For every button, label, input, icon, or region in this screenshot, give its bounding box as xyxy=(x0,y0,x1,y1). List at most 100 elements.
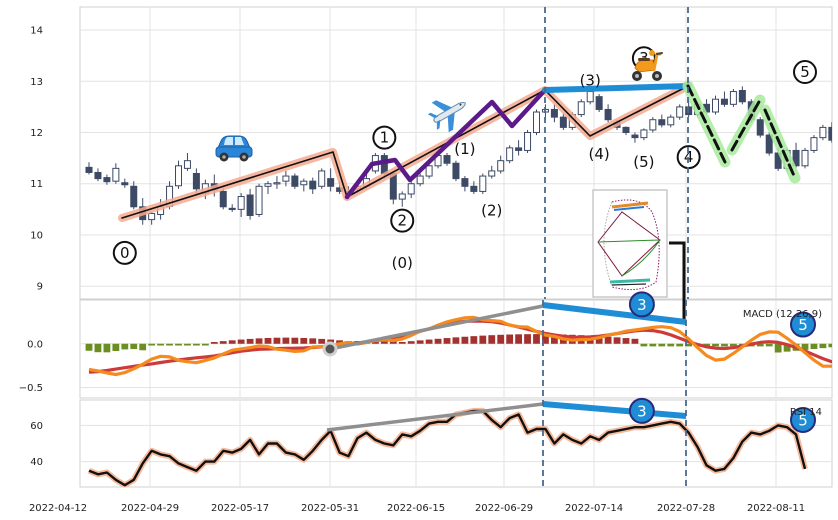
candlestick xyxy=(103,174,111,185)
inset-connector-line xyxy=(669,241,686,322)
indicator-wave-marker-text: 3 xyxy=(637,402,647,420)
x-tick-label: 2022-08-11 xyxy=(747,503,805,514)
macd-histogram-bar xyxy=(712,343,719,347)
candlestick xyxy=(148,211,156,225)
candlestick xyxy=(327,168,335,192)
macd-histogram-bar xyxy=(667,343,675,347)
candlestick xyxy=(765,132,773,156)
macd-histogram-bar xyxy=(810,343,818,349)
candlestick xyxy=(819,124,827,141)
indicator-wave-marker-text: 3 xyxy=(637,296,647,314)
macd-histogram-bar xyxy=(148,343,156,346)
macd-histogram-bar xyxy=(184,343,191,346)
x-tick-label: 2022-07-14 xyxy=(565,503,623,514)
macd-histogram-bar xyxy=(121,343,129,350)
macd-histogram-bar xyxy=(407,341,415,344)
panel-frame xyxy=(79,399,833,488)
panel-frames xyxy=(79,6,833,488)
wave-label-circled: 5 xyxy=(793,60,817,85)
price-panel: 012(0)(1)(2)(3)(4)3(5)45 xyxy=(85,46,832,298)
candlestick xyxy=(506,145,514,164)
candlestick xyxy=(792,142,800,169)
macd-histogram-bar xyxy=(774,343,782,353)
candlestick xyxy=(550,104,558,123)
macd-histogram-bar xyxy=(157,343,164,346)
y-tick-label: 10 xyxy=(30,230,43,241)
candlestick xyxy=(470,181,478,194)
macd-histogram-bar xyxy=(201,343,209,346)
macd-legend: MACD (12,26,9) xyxy=(743,309,822,320)
macd-histogram-bar xyxy=(380,341,388,344)
wave-label-text: 5 xyxy=(800,63,810,81)
candlestick xyxy=(658,114,666,128)
macd-histogram-bar xyxy=(506,334,514,344)
macd-histogram-bar xyxy=(533,334,540,344)
y-tick-label: 0.0 xyxy=(27,339,43,350)
scooter-icon xyxy=(632,50,663,81)
candlestick xyxy=(416,173,424,187)
candlestick xyxy=(756,117,764,138)
indicator-wave-markers: 3 5 3 5 xyxy=(628,291,816,433)
candlestick xyxy=(318,168,326,189)
macd-histogram-bar xyxy=(658,343,666,347)
macd-histogram-bar xyxy=(640,343,648,347)
macd-histogram-bar xyxy=(112,343,120,351)
candlestick xyxy=(488,165,496,179)
macd-histogram-bar xyxy=(730,343,737,347)
macd-histogram-bar xyxy=(685,343,693,347)
macd-histogram-bar xyxy=(166,343,173,346)
wave-label-circled: 1 xyxy=(372,125,397,150)
candlestick xyxy=(228,204,236,212)
rsi-panel xyxy=(87,401,808,487)
candlestick xyxy=(300,178,308,192)
candlestick xyxy=(264,181,272,194)
candlestick xyxy=(533,109,540,136)
wave-3-5-line xyxy=(542,83,691,93)
macd-histogram-bar xyxy=(497,334,505,344)
candlestick xyxy=(828,122,832,143)
macd-histogram-bar xyxy=(595,336,603,344)
wave-label-text: (2) xyxy=(481,201,502,219)
macd-histogram-bar xyxy=(309,338,317,344)
candlestick xyxy=(595,94,603,113)
candlestick xyxy=(497,155,505,174)
macd-histogram-bar xyxy=(622,338,630,344)
candlestick xyxy=(631,132,639,143)
macd-histogram-bar xyxy=(515,334,522,344)
indicator-wave-marker: 5 xyxy=(790,406,816,433)
x-tick-label: 2022-07-28 xyxy=(657,503,715,514)
wave-label-text: (0) xyxy=(392,254,413,272)
macd-histogram-bar xyxy=(237,339,245,344)
wave-label-text: 0 xyxy=(120,244,130,262)
candlestick xyxy=(291,173,299,189)
macd-histogram-bar xyxy=(398,342,406,344)
macd-histogram-bar xyxy=(470,336,478,344)
macd-histogram-bar xyxy=(210,342,218,344)
wave-label-circled: 2 xyxy=(390,208,415,233)
y-tick-label: 11 xyxy=(30,179,43,190)
candlestick xyxy=(649,117,657,133)
y-tick-label: 14 xyxy=(30,26,43,37)
car-icon xyxy=(215,135,253,162)
y-tick-labels: 9 10 11 12 13 14 −0.5 0.0 40 60 xyxy=(19,26,43,469)
candlestick xyxy=(738,86,746,105)
candlestick xyxy=(237,192,245,218)
candlestick xyxy=(479,173,487,194)
candlestick xyxy=(515,140,523,156)
candlestick xyxy=(246,188,254,220)
macd-histogram-bar xyxy=(721,343,728,347)
indicator-wave-marker-text: 5 xyxy=(798,411,808,429)
rsi-line xyxy=(88,409,807,487)
macd-histogram-bar xyxy=(300,337,308,344)
macd-histogram-bar xyxy=(783,343,791,352)
macd-histogram-bar xyxy=(542,334,549,344)
wave-label-circled: 0 xyxy=(112,240,137,265)
candlestick xyxy=(712,95,719,115)
macd-histogram-bar xyxy=(703,343,710,347)
wave-label-sub: (0) xyxy=(392,254,413,272)
macd-histogram-bar xyxy=(425,339,433,344)
x-tick-label: 2022-05-17 xyxy=(211,503,269,514)
candlestick xyxy=(640,128,648,141)
y-tick-label: 13 xyxy=(30,77,43,88)
